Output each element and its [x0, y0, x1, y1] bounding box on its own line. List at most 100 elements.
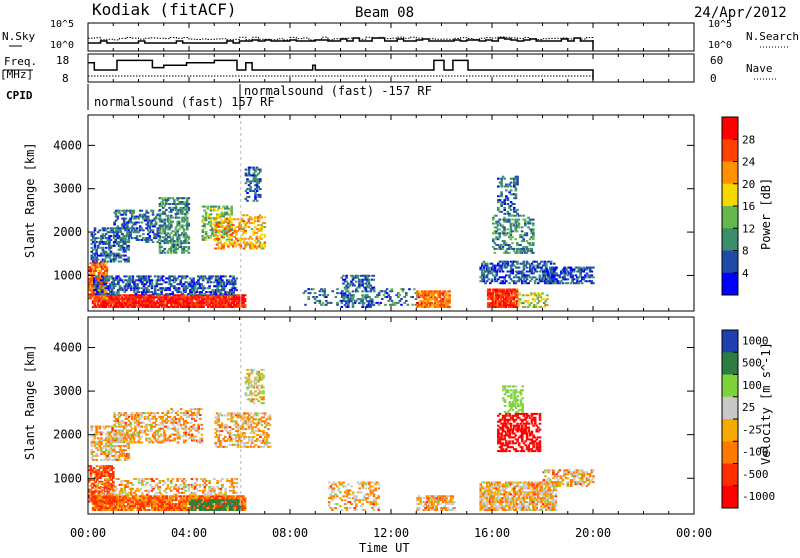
heatmap-cell — [108, 277, 111, 279]
heatmap-cell — [127, 239, 130, 241]
heatmap-cell — [486, 280, 489, 282]
heatmap-cell — [524, 219, 527, 221]
freq-trace — [88, 60, 593, 80]
heatmap-cell — [589, 276, 592, 278]
heatmap-cell — [224, 228, 227, 230]
heatmap-cell — [173, 230, 176, 232]
heatmap-cell — [167, 242, 170, 244]
heatmap-cell — [186, 287, 189, 289]
heatmap-cell — [180, 495, 183, 497]
heatmap-cell — [188, 484, 191, 486]
heatmap-cell — [259, 178, 262, 180]
heatmap-cell — [216, 244, 219, 246]
heatmap-cell — [111, 505, 114, 507]
heatmap-cell — [105, 306, 108, 308]
heatmap-cell — [259, 194, 262, 196]
heatmap-cell — [178, 223, 181, 225]
heatmap-cell — [184, 242, 187, 244]
heatmap-cell — [336, 304, 339, 306]
heatmap-cell — [118, 253, 121, 255]
heatmap-cell — [159, 238, 162, 240]
heatmap-cell — [358, 279, 361, 281]
heatmap-cell — [402, 290, 405, 292]
nave-tick-low: 0 — [710, 72, 717, 85]
heatmap-cell — [368, 275, 371, 277]
heatmap-cell — [129, 499, 132, 501]
heatmap-cell — [123, 220, 126, 222]
heatmap-cell — [497, 244, 500, 246]
heatmap-cell — [336, 288, 339, 290]
heatmap-cell — [101, 488, 104, 490]
heatmap-cell — [143, 507, 146, 509]
heatmap-cell — [492, 238, 495, 240]
heatmap-cell — [132, 501, 135, 503]
heatmap-cell — [500, 265, 503, 267]
heatmap-cell — [257, 216, 260, 218]
heatmap-cell — [533, 298, 536, 300]
heatmap-cell — [102, 247, 105, 249]
heatmap-cell — [498, 234, 501, 236]
heatmap-cell — [113, 245, 116, 247]
heatmap-cell — [205, 291, 208, 293]
heatmap-cell — [492, 274, 495, 276]
heatmap-cell — [92, 257, 95, 259]
heatmap-cell — [237, 499, 240, 501]
heatmap-cell — [117, 293, 120, 295]
heatmap-cell — [249, 188, 252, 190]
heatmap-cell — [191, 300, 194, 302]
heatmap-cell — [138, 497, 141, 499]
heatmap-cell — [497, 225, 500, 227]
heatmap-cell — [237, 294, 240, 296]
heatmap-cell — [243, 220, 246, 222]
heatmap-cell — [350, 281, 353, 283]
heatmap-cell — [103, 259, 106, 261]
heatmap-cell — [214, 220, 217, 222]
heatmap-cell — [188, 499, 191, 501]
heatmap-cell — [184, 486, 187, 488]
heatmap-cell — [100, 253, 103, 255]
heatmap-cell — [526, 261, 529, 263]
heatmap-cell — [130, 289, 133, 291]
heatmap-cell — [519, 292, 522, 294]
heatmap-cell — [157, 289, 160, 291]
heatmap-cell — [579, 267, 582, 269]
heatmap-cell — [124, 249, 127, 251]
heatmap-cell — [110, 261, 113, 263]
heatmap-cell — [135, 478, 138, 480]
heatmap-cell — [162, 287, 165, 289]
heatmap-cell — [184, 289, 187, 291]
heatmap-cell — [183, 228, 186, 230]
heatmap-cell — [511, 219, 514, 221]
heatmap-cell — [205, 219, 208, 221]
heatmap-cell — [228, 300, 231, 302]
heatmap-cell — [172, 236, 175, 238]
heatmap-cell — [233, 495, 236, 497]
heatmap-cell — [186, 221, 189, 223]
heatmap-cell — [229, 230, 232, 232]
heatmap-cell — [90, 293, 93, 295]
heatmap-cell — [526, 278, 529, 280]
heatmap-cell — [127, 480, 130, 482]
heatmap-cell — [487, 298, 490, 300]
heatmap-cell — [381, 290, 384, 292]
heatmap-cell — [127, 259, 130, 261]
heatmap-cell — [439, 296, 442, 298]
heatmap-cell — [92, 249, 95, 251]
heatmap-cell — [492, 246, 495, 248]
heatmap-cell — [222, 226, 225, 228]
heatmap-cell — [104, 264, 107, 266]
heatmap-cell — [170, 283, 173, 285]
heatmap-cell — [207, 296, 210, 298]
heatmap-cell — [432, 294, 435, 296]
heatmap-cell — [260, 224, 263, 226]
heatmap-cell — [495, 230, 498, 232]
heatmap-cell — [416, 294, 419, 296]
heatmap-cell — [521, 236, 524, 238]
heatmap-cell — [503, 217, 506, 219]
heatmap-cell — [106, 275, 109, 277]
heatmap-cell — [527, 282, 530, 284]
heatmap-cell — [503, 232, 506, 234]
heatmap-cell — [535, 306, 538, 308]
heatmap-cell — [178, 289, 181, 291]
